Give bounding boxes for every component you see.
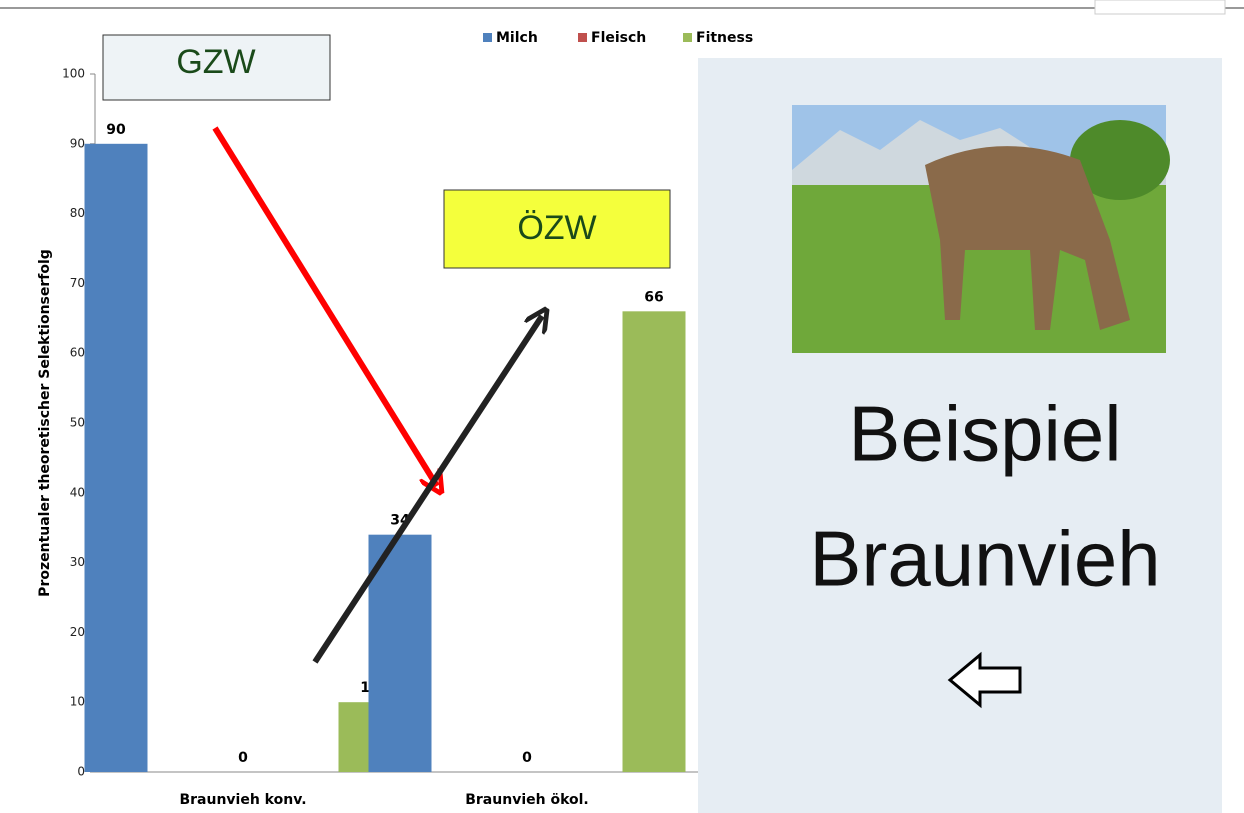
ozw-label: ÖZW — [517, 209, 596, 247]
y-tick-label: 30 — [70, 555, 85, 569]
y-tick-label: 0 — [77, 765, 85, 779]
red-arrow — [215, 128, 437, 486]
gzw-label: GZW — [176, 43, 255, 81]
panel-line: Braunvieh — [809, 515, 1160, 603]
x-tick-label: Braunvieh ökol. — [465, 792, 589, 808]
panel-line: Beispiel — [848, 390, 1121, 478]
data-label: 0 — [238, 750, 248, 766]
y-tick-label: 40 — [70, 485, 85, 499]
y-tick-label: 60 — [70, 346, 85, 360]
y-tick-label: 100 — [62, 67, 85, 81]
data-label: 66 — [644, 289, 663, 305]
bar — [623, 311, 686, 772]
photo — [792, 105, 1170, 353]
y-tick-label: 50 — [70, 416, 85, 430]
legend-label: Milch — [496, 30, 538, 46]
data-label: 0 — [522, 750, 532, 766]
legend-swatch — [483, 33, 492, 42]
y-axis-label: Prozentualer theoretischer Selektionserf… — [37, 249, 53, 597]
x-tick-label: Braunvieh konv. — [179, 792, 306, 808]
bars: 0 10 20 30 40 50 60 70 80 90 100 Braunvieh konv. 90 0… — [62, 30, 753, 808]
slide: Prozentualer theoretischer Selektionserf… — [0, 0, 1244, 813]
data-label: 90 — [106, 122, 126, 138]
y-tick-label: 70 — [70, 276, 85, 290]
y-tick-label: 90 — [70, 136, 85, 150]
legend-label: Fleisch — [591, 30, 646, 46]
bar — [85, 144, 148, 772]
legend-swatch — [578, 33, 587, 42]
legend-label: Fitness — [696, 30, 753, 46]
corner-box — [1095, 0, 1225, 14]
y-tick-label: 10 — [70, 695, 85, 709]
legend-swatch — [683, 33, 692, 42]
y-tick-label: 80 — [70, 206, 85, 220]
y-tick-label: 20 — [70, 625, 85, 639]
page: Prozentualer theoretischer Selektionserf… — [0, 0, 1244, 813]
